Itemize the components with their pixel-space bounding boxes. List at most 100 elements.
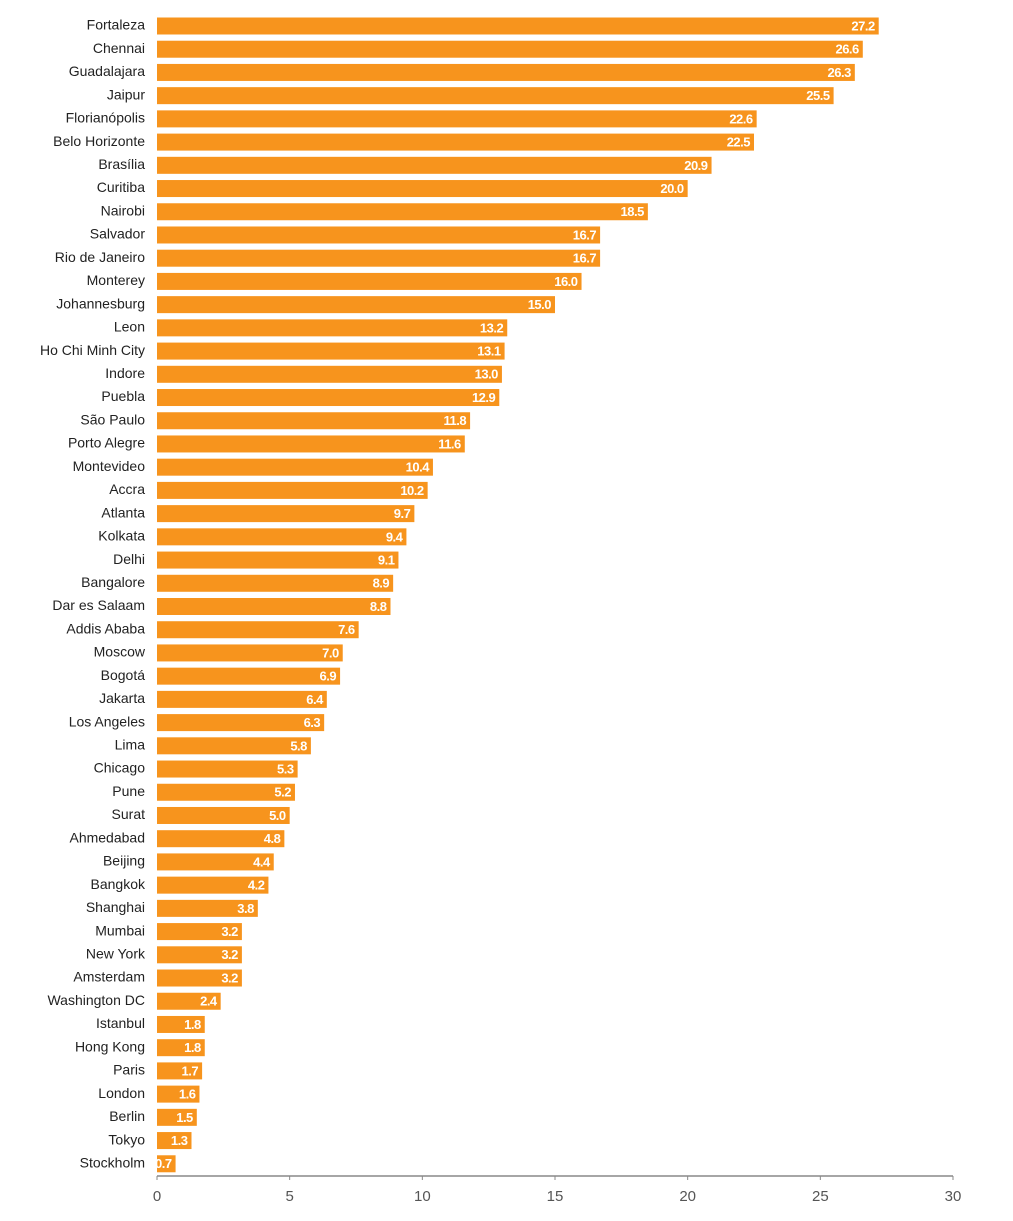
y-tick-label: Montevideo — [73, 458, 146, 474]
bar — [157, 272, 582, 290]
bar — [157, 1108, 197, 1126]
value-label: 13.0 — [475, 367, 499, 382]
bar — [157, 365, 502, 383]
value-label: 7.0 — [322, 645, 339, 660]
bar — [157, 667, 341, 685]
value-label: 6.3 — [304, 715, 321, 730]
value-label: 3.2 — [221, 970, 238, 985]
bar — [157, 969, 242, 987]
value-label: 15.0 — [528, 297, 552, 312]
y-tick-label: Bangalore — [81, 574, 145, 590]
value-label: 4.2 — [248, 878, 265, 893]
bar — [157, 412, 471, 430]
value-label: 22.5 — [727, 135, 751, 150]
value-label: 16.7 — [573, 251, 597, 266]
bar — [157, 87, 834, 105]
y-tick-label: Amsterdam — [73, 969, 145, 985]
y-tick-label: Florianópolis — [66, 110, 145, 126]
y-tick-label: Los Angeles — [69, 713, 145, 729]
value-label: 27.2 — [851, 18, 875, 33]
y-tick-label: Brasília — [98, 156, 145, 172]
bar — [157, 598, 391, 615]
y-tick-label: Guadalajara — [69, 63, 145, 79]
value-label: 13.2 — [480, 320, 504, 335]
bar — [157, 946, 242, 964]
value-label: 11.6 — [438, 436, 461, 451]
bar — [157, 714, 325, 732]
y-tick-label: Bangkok — [91, 876, 146, 892]
y-tick-label: Bogotá — [101, 667, 146, 683]
value-label: 0.7 — [155, 1156, 172, 1171]
bar — [157, 876, 269, 894]
bar — [157, 389, 500, 407]
bar — [157, 528, 407, 546]
x-tick-label: 20 — [679, 1188, 696, 1205]
y-tick-label: Puebla — [101, 388, 145, 404]
bar — [157, 110, 757, 128]
bar — [157, 249, 601, 267]
y-tick-label: Salvador — [90, 226, 146, 242]
value-label: 4.4 — [253, 854, 271, 869]
bar — [157, 17, 879, 35]
bar — [157, 63, 855, 81]
y-tick-label: Indore — [105, 365, 145, 381]
y-tick-label: Jakarta — [99, 690, 145, 706]
y-tick-label: Rio de Janeiro — [55, 249, 145, 265]
y-tick-label: Belo Horizonte — [53, 133, 145, 149]
y-tick-label: Stockholm — [80, 1154, 145, 1170]
value-label: 18.5 — [621, 204, 645, 219]
y-tick-label: Surat — [112, 806, 146, 822]
bar — [157, 992, 221, 1010]
bar — [157, 574, 394, 592]
y-tick-label: Addis Ababa — [66, 620, 145, 636]
value-label: 1.5 — [176, 1110, 193, 1125]
value-label: 16.7 — [573, 227, 597, 242]
bar — [157, 133, 754, 151]
bar — [157, 156, 712, 174]
value-label: 26.3 — [828, 65, 852, 80]
value-label: 1.6 — [179, 1087, 196, 1102]
value-label: 25.5 — [806, 88, 830, 103]
bar — [157, 830, 285, 848]
bar — [157, 342, 505, 360]
bar — [157, 783, 295, 801]
bar — [157, 551, 399, 569]
value-label: 3.2 — [221, 947, 238, 962]
y-tick-label: Ahmedabad — [69, 829, 145, 845]
value-label: 13.1 — [477, 344, 501, 359]
bar — [157, 226, 601, 244]
bar — [157, 481, 428, 499]
bar — [157, 1015, 205, 1033]
value-label: 1.8 — [184, 1017, 201, 1032]
value-label: 9.7 — [394, 506, 411, 521]
x-tick-label: 10 — [414, 1188, 431, 1205]
bar — [157, 1039, 205, 1057]
x-tick-label: 30 — [945, 1188, 962, 1205]
y-tick-label: Shanghai — [86, 899, 145, 915]
x-tick-label: 25 — [812, 1188, 829, 1205]
y-tick-label: Chicago — [94, 760, 146, 776]
y-tick-label: Pune — [112, 783, 145, 799]
y-tick-label: Hong Kong — [75, 1038, 145, 1054]
value-label: 1.7 — [182, 1063, 199, 1078]
bar — [157, 899, 258, 917]
bar — [157, 760, 298, 778]
bar — [157, 435, 465, 453]
bar — [157, 1155, 176, 1173]
y-tick-label: Kolkata — [98, 528, 145, 544]
y-tick-label: Tokyo — [108, 1131, 145, 1147]
value-label: 6.9 — [320, 669, 337, 684]
bar — [157, 806, 290, 824]
bar — [157, 505, 415, 523]
bar — [157, 319, 508, 337]
y-tick-label: Lima — [115, 737, 146, 753]
bar — [157, 1062, 203, 1080]
value-label: 8.9 — [373, 576, 390, 591]
y-tick-label: Accra — [109, 481, 145, 497]
value-label: 8.8 — [370, 599, 387, 614]
value-label: 9.4 — [386, 529, 404, 544]
y-tick-label: Leon — [114, 319, 145, 335]
bar — [157, 458, 433, 476]
bar — [157, 737, 311, 755]
